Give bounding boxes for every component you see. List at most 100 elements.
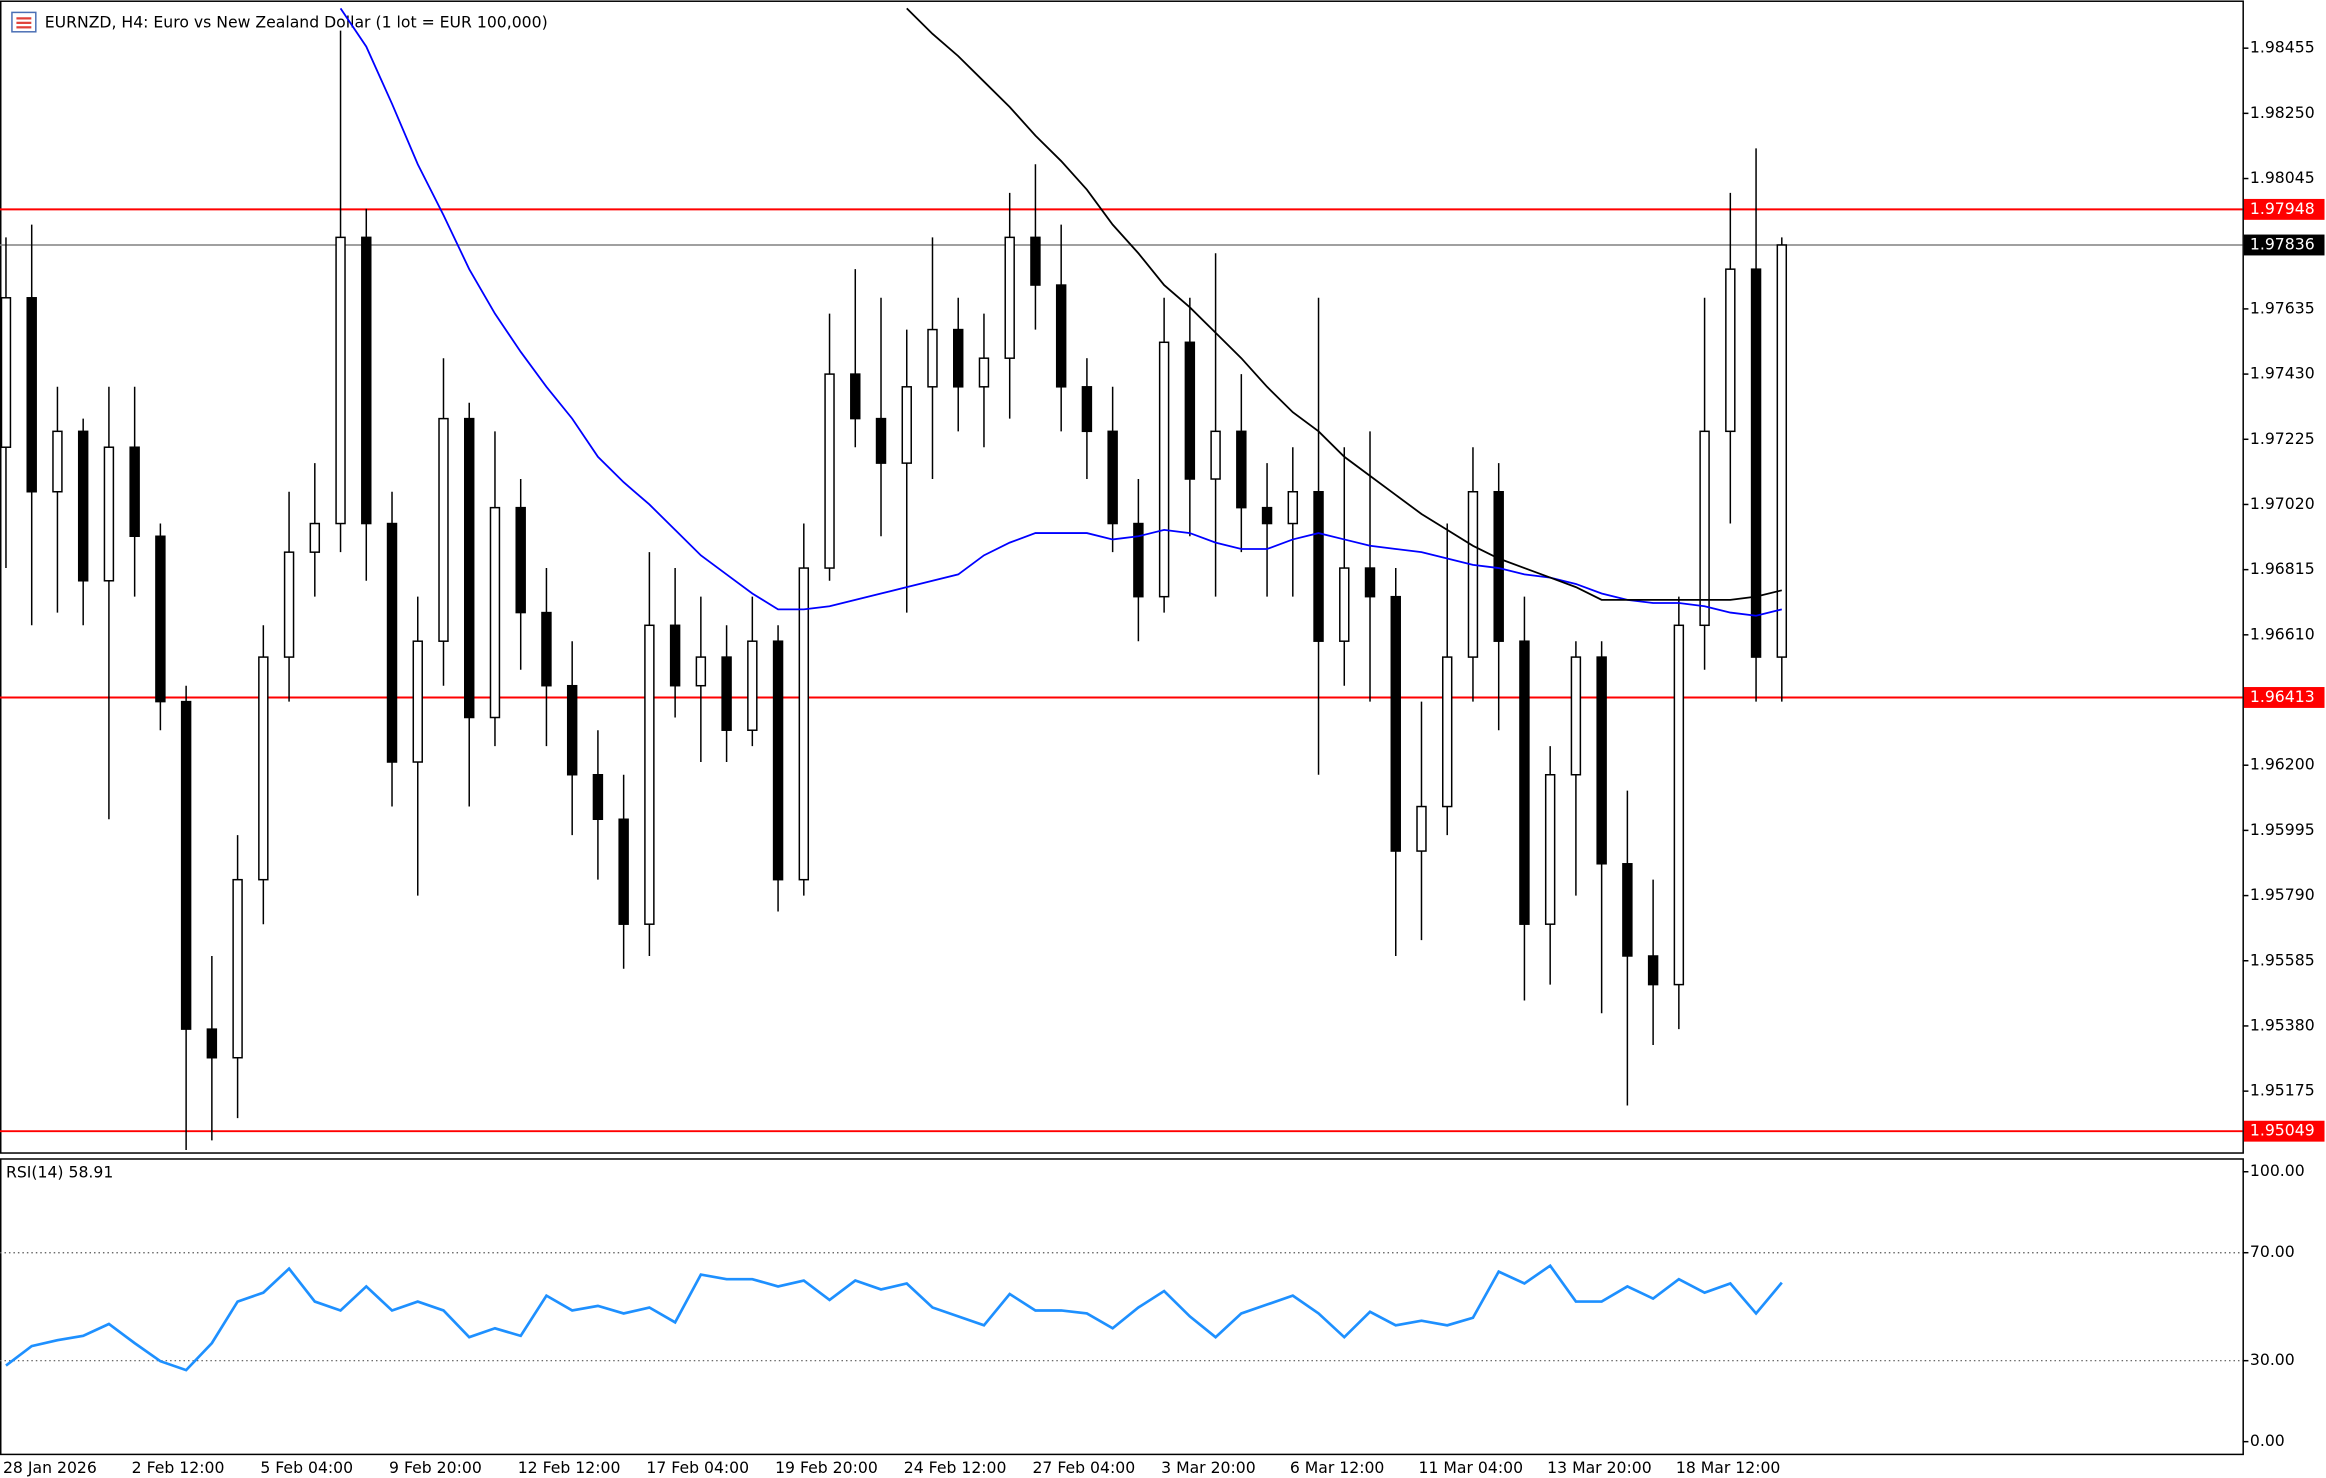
candle-body-down bbox=[566, 684, 578, 776]
level-price-box bbox=[2243, 198, 2325, 220]
x-tick-label: 24 Feb 12:00 bbox=[904, 1458, 1007, 1477]
candle-body-down bbox=[618, 818, 629, 925]
y-tick-label: 1.97430 bbox=[2250, 364, 2315, 383]
candle-body-up bbox=[695, 656, 707, 687]
y-tick-label: 1.96815 bbox=[2250, 559, 2315, 578]
candle-body-up bbox=[258, 656, 269, 881]
candle-body-up bbox=[901, 386, 912, 464]
y-tick-label: 1.95995 bbox=[2250, 820, 2315, 839]
candle-body-down bbox=[875, 417, 887, 464]
y-tick-label: 1.98455 bbox=[2250, 38, 2315, 57]
candle-body-up bbox=[1570, 656, 1582, 776]
level-price-box bbox=[2243, 687, 2325, 708]
x-tick-label: 2 Feb 12:00 bbox=[132, 1458, 225, 1477]
candle-body-up bbox=[747, 640, 758, 731]
candle-body-down bbox=[386, 522, 398, 763]
level-price-box bbox=[2243, 1120, 2325, 1142]
moving-average bbox=[906, 7, 1783, 601]
y-tick-label: 1.95175 bbox=[2250, 1081, 2315, 1100]
candle-body-up bbox=[1467, 490, 1479, 658]
candle-body-up bbox=[1673, 624, 1685, 986]
rsi-line bbox=[5, 1263, 1783, 1372]
candle-body-down bbox=[1030, 236, 1041, 286]
last-price-label: 1.97836 bbox=[2250, 234, 2315, 253]
candle-body-down bbox=[180, 700, 192, 1030]
candle-body-down bbox=[1133, 522, 1144, 598]
candle-body-up bbox=[283, 551, 295, 658]
candle-body-down bbox=[1647, 955, 1659, 986]
candle-body-down bbox=[361, 236, 372, 525]
candle-body-down bbox=[206, 1028, 218, 1059]
candle-body-down bbox=[669, 624, 681, 687]
y-tick-label: 1.96200 bbox=[2250, 755, 2315, 774]
panel-frames bbox=[0, 0, 2244, 1456]
x-tick-label: 17 Feb 04:00 bbox=[646, 1458, 749, 1477]
candle-body-down bbox=[1493, 490, 1504, 642]
candle-body-down bbox=[721, 656, 732, 731]
candle-body-down bbox=[77, 430, 89, 582]
chart-title: EURNZD, H4: Euro vs New Zealand Dollar (… bbox=[45, 12, 548, 31]
candle-body-up bbox=[489, 506, 501, 719]
y-tick-label: 1.98250 bbox=[2250, 103, 2315, 122]
candle-body-down bbox=[1313, 490, 1324, 642]
price-panel-border bbox=[0, 0, 2244, 1154]
y-tick-label: 1.95790 bbox=[2250, 885, 2315, 904]
candles bbox=[0, 30, 1788, 1150]
y-tick-label: 1.97225 bbox=[2250, 429, 2315, 448]
rsi-title: RSI(14) 58.91 bbox=[6, 1163, 113, 1182]
candle-body-down bbox=[515, 506, 526, 614]
y-tick-label: 100.00 bbox=[2250, 1161, 2305, 1180]
candle-body-up bbox=[232, 878, 243, 1059]
y-tick-label: 1.97635 bbox=[2250, 298, 2315, 317]
rsi-panel-border bbox=[0, 1158, 2244, 1456]
candle-body-down bbox=[155, 535, 166, 703]
candle-body-up bbox=[412, 640, 423, 763]
x-tick-label: 19 Feb 20:00 bbox=[775, 1458, 878, 1477]
candle-body-up bbox=[0, 297, 12, 448]
candle-body-down bbox=[464, 417, 475, 719]
candle-body-down bbox=[129, 446, 140, 538]
candle-body-down bbox=[1750, 268, 1762, 658]
candle-body-up bbox=[309, 522, 321, 553]
candle-body-up bbox=[798, 567, 810, 881]
y-tick-label: 1.96610 bbox=[2250, 624, 2315, 643]
x-tick-label: 18 Mar 12:00 bbox=[1676, 1458, 1781, 1477]
symbol-icon bbox=[11, 11, 37, 33]
candle-body-up bbox=[1544, 773, 1556, 925]
x-tick-label: 5 Feb 04:00 bbox=[260, 1458, 353, 1477]
x-tick-label: 27 Feb 04:00 bbox=[1032, 1458, 1135, 1477]
x-tick-label: 3 Mar 20:00 bbox=[1161, 1458, 1256, 1477]
candle-body-down bbox=[1055, 284, 1067, 388]
level-price-label: 1.97948 bbox=[2250, 199, 2315, 218]
candle-body-down bbox=[772, 640, 784, 881]
x-tick-label: 9 Feb 20:00 bbox=[389, 1458, 482, 1477]
candle-body-down bbox=[1081, 386, 1093, 433]
candle-body-up bbox=[1416, 805, 1427, 852]
candle-body-up bbox=[978, 357, 990, 388]
candle-body-up bbox=[1004, 236, 1015, 359]
y-tick-label: 1.98045 bbox=[2250, 168, 2315, 187]
candle-body-up bbox=[52, 430, 63, 493]
level-price-label: 1.96413 bbox=[2250, 687, 2315, 706]
candle-body-up bbox=[335, 236, 346, 525]
candle-body-up bbox=[1776, 244, 1788, 658]
candle-body-down bbox=[1261, 506, 1273, 525]
x-tick-label: 11 Mar 04:00 bbox=[1419, 1458, 1524, 1477]
candle-body-down bbox=[850, 373, 861, 420]
y-tick-label: 1.95380 bbox=[2250, 1015, 2315, 1034]
y-tick-label: 1.95585 bbox=[2250, 950, 2315, 969]
y-tick-label: 0.00 bbox=[2250, 1431, 2285, 1450]
candle-body-down bbox=[953, 328, 964, 388]
candle-body-down bbox=[1390, 595, 1401, 852]
candle-body-down bbox=[1236, 430, 1247, 509]
candle-body-up bbox=[103, 446, 115, 582]
candle-body-up bbox=[1287, 490, 1299, 525]
x-tick-label: 6 Mar 12:00 bbox=[1290, 1458, 1385, 1477]
candle-body-down bbox=[1519, 640, 1530, 925]
y-tick-label: 70.00 bbox=[2250, 1242, 2295, 1261]
x-tick-label: 28 Jan 2026 bbox=[3, 1458, 97, 1477]
candle-body-down bbox=[592, 773, 604, 821]
candle-body-down bbox=[1364, 567, 1376, 598]
